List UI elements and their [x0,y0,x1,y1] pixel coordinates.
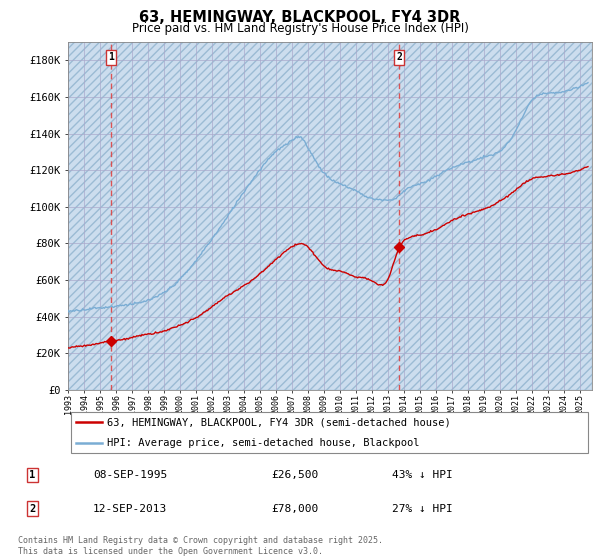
Text: 08-SEP-1995: 08-SEP-1995 [93,470,167,480]
Text: 2: 2 [396,53,402,62]
Text: 1: 1 [108,53,114,62]
Text: 63, HEMINGWAY, BLACKPOOL, FY4 3DR: 63, HEMINGWAY, BLACKPOOL, FY4 3DR [139,10,461,25]
Text: 43% ↓ HPI: 43% ↓ HPI [392,470,453,480]
Text: 27% ↓ HPI: 27% ↓ HPI [392,504,453,514]
Text: 2: 2 [29,504,35,514]
Text: 63, HEMINGWAY, BLACKPOOL, FY4 3DR (semi-detached house): 63, HEMINGWAY, BLACKPOOL, FY4 3DR (semi-… [107,417,451,427]
Text: £26,500: £26,500 [271,470,319,480]
Text: 12-SEP-2013: 12-SEP-2013 [93,504,167,514]
Text: Price paid vs. HM Land Registry's House Price Index (HPI): Price paid vs. HM Land Registry's House … [131,22,469,35]
Bar [68,42,592,390]
Text: £78,000: £78,000 [271,504,319,514]
Text: HPI: Average price, semi-detached house, Blackpool: HPI: Average price, semi-detached house,… [107,438,420,448]
Text: Contains HM Land Registry data © Crown copyright and database right 2025.
This d: Contains HM Land Registry data © Crown c… [18,536,383,556]
Text: 1: 1 [29,470,35,480]
